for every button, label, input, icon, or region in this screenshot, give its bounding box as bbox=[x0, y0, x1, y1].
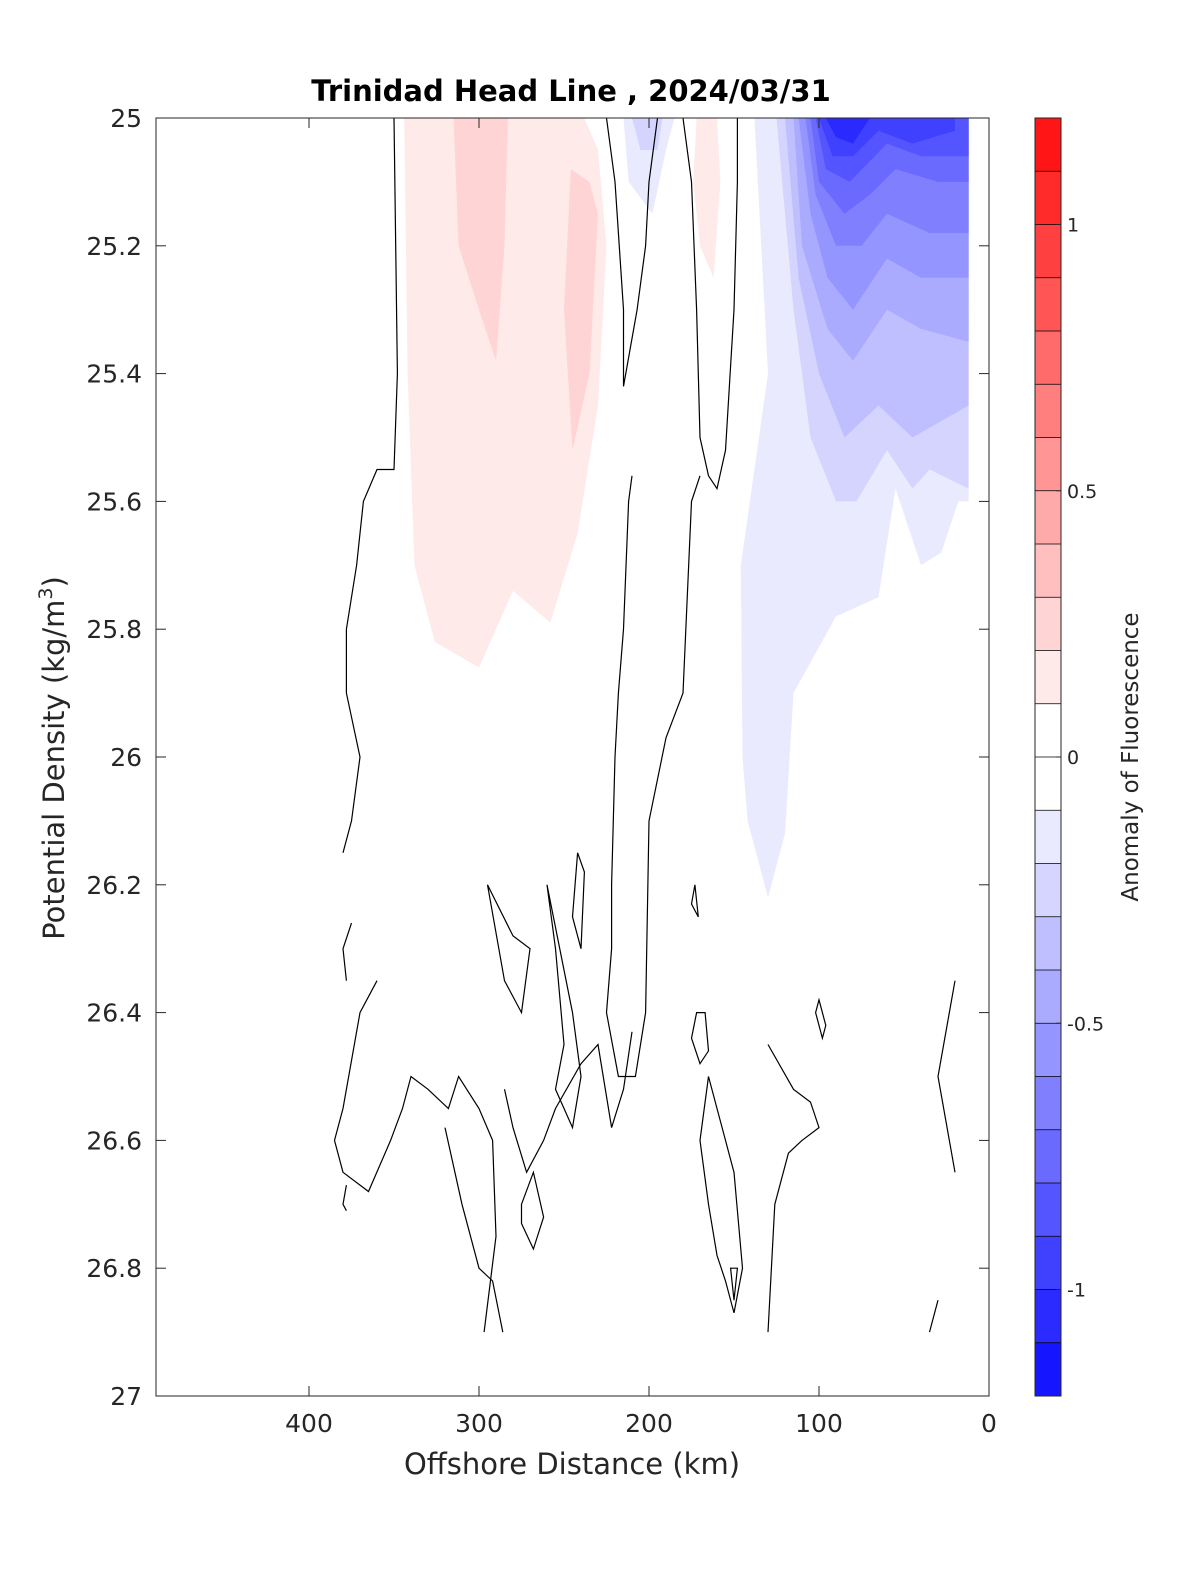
filled-region-5 bbox=[632, 118, 663, 150]
x-tick-label-4: 0 bbox=[981, 1409, 997, 1438]
zero-contour-3 bbox=[605, 118, 659, 387]
colorbar-band-15 bbox=[1035, 544, 1061, 598]
zero-contour-0 bbox=[342, 118, 399, 853]
colorbar-band-19 bbox=[1035, 331, 1061, 385]
colorbar-band-5 bbox=[1035, 1076, 1061, 1130]
closed-contour-6 bbox=[699, 1076, 744, 1314]
closed-contour-3 bbox=[690, 884, 699, 918]
colorbar-band-0 bbox=[1035, 1342, 1061, 1396]
colorbar-band-22 bbox=[1035, 171, 1061, 225]
zero-contour-4 bbox=[682, 118, 739, 491]
y-tick-label-9: 26.8 bbox=[86, 1254, 142, 1283]
y-tick-label-5: 26 bbox=[110, 743, 142, 772]
filled-region-1 bbox=[453, 118, 508, 361]
colorbar-band-1 bbox=[1035, 1289, 1061, 1343]
y-axis-ticks: 25 25.2 25.4 25.6 25.8 26 26.2 26.4 26.6 26.8 27 bbox=[86, 104, 989, 1411]
open-contour-5 bbox=[928, 1300, 939, 1333]
colorbar-band-11 bbox=[1035, 757, 1061, 811]
y-tick-label-1: 25.2 bbox=[86, 232, 142, 261]
colorbar-band-18 bbox=[1035, 384, 1061, 438]
colorbar-band-16 bbox=[1035, 490, 1061, 544]
colorbar-band-10 bbox=[1035, 810, 1061, 864]
colorbar-band-17 bbox=[1035, 437, 1061, 491]
colorbar-band-8 bbox=[1035, 916, 1061, 970]
colorbar-title: Anomaly of Fluorescence bbox=[1118, 612, 1144, 901]
x-tick-label-2: 200 bbox=[625, 1409, 673, 1438]
zero-contour-2 bbox=[342, 1184, 347, 1211]
y-tick-label-10: 27 bbox=[110, 1382, 142, 1411]
closed-contour-1 bbox=[546, 884, 582, 1130]
colorbar-tick-label-1: 0.5 bbox=[1067, 481, 1097, 503]
filled-region-2 bbox=[564, 169, 598, 451]
colorbar-band-13 bbox=[1035, 650, 1061, 704]
filled-region-3 bbox=[693, 118, 721, 278]
x-tick-label-0: 400 bbox=[285, 1409, 333, 1438]
y-tick-label-4: 25.8 bbox=[86, 615, 142, 644]
colorbar-tick-label-2: 0 bbox=[1067, 747, 1079, 769]
y-axis-title-close: ) bbox=[37, 576, 71, 587]
colorbar: 1 0.5 0 -0.5 -1 bbox=[1034, 117, 1104, 1397]
colorbar-band-21 bbox=[1035, 224, 1061, 278]
filled-contours bbox=[404, 118, 969, 898]
open-contour-2 bbox=[503, 1031, 633, 1174]
colorbar-tick-label-0: 1 bbox=[1067, 215, 1079, 237]
y-axis-title: Potential Density (kg/m3) bbox=[35, 576, 71, 940]
y-tick-label-7: 26.4 bbox=[86, 999, 142, 1028]
colorbar-band-3 bbox=[1035, 1183, 1061, 1237]
zero-contour-5 bbox=[605, 475, 701, 1078]
filled-region-4 bbox=[623, 118, 675, 214]
colorbar-band-12 bbox=[1035, 703, 1061, 757]
x-axis-title: Offshore Distance (km) bbox=[404, 1447, 740, 1481]
x-tick-label-1: 300 bbox=[455, 1409, 503, 1438]
closed-contour-0 bbox=[486, 884, 531, 1015]
colorbar-ticks: 1 0.5 0 -0.5 -1 bbox=[1056, 215, 1104, 1302]
colorbar-band-9 bbox=[1035, 863, 1061, 917]
open-contour-3 bbox=[767, 1044, 820, 1333]
x-axis-ticks: 400 300 200 100 0 bbox=[285, 118, 997, 1438]
y-tick-label-3: 25.6 bbox=[86, 487, 142, 516]
y-axis-title-sup: 3 bbox=[35, 587, 57, 599]
colorbar-band-20 bbox=[1035, 277, 1061, 331]
colorbar-band-7 bbox=[1035, 970, 1061, 1024]
closed-contour-5 bbox=[814, 997, 827, 1041]
zero-contour-lines bbox=[333, 118, 956, 1333]
closed-contour-2 bbox=[571, 852, 586, 949]
x-tick-label-3: 100 bbox=[795, 1409, 843, 1438]
plot-area: 400 300 200 100 0 25 25.2 25.4 25.6 25.8 26 26.2 26… bbox=[86, 104, 997, 1438]
colorbar-band-6 bbox=[1035, 1023, 1061, 1077]
colorbar-tick-label-3: -0.5 bbox=[1067, 1013, 1104, 1035]
open-contour-0 bbox=[333, 980, 497, 1333]
y-axis-title-main: Potential Density (kg/m bbox=[37, 600, 71, 940]
chart-title: Trinidad Head Line , 2024/03/31 bbox=[311, 74, 831, 108]
filled-region-15 bbox=[825, 118, 870, 144]
colorbar-band-14 bbox=[1035, 597, 1061, 651]
filled-region-0 bbox=[404, 118, 607, 668]
colorbar-band-23 bbox=[1035, 118, 1061, 172]
open-contour-4 bbox=[937, 980, 956, 1173]
zero-contour-1 bbox=[342, 922, 353, 981]
open-contour-1 bbox=[444, 1127, 504, 1333]
y-tick-label-0: 25 bbox=[110, 104, 142, 133]
colorbar-tick-label-4: -1 bbox=[1067, 1280, 1086, 1302]
y-tick-label-6: 26.2 bbox=[86, 871, 142, 900]
closed-contour-7 bbox=[729, 1267, 739, 1301]
colorbar-band-2 bbox=[1035, 1236, 1061, 1290]
y-tick-label-8: 26.6 bbox=[86, 1126, 142, 1155]
closed-contour-8 bbox=[520, 1170, 545, 1251]
colorbar-band-4 bbox=[1035, 1129, 1061, 1183]
y-tick-label-2: 25.4 bbox=[86, 360, 142, 389]
closed-contour-4 bbox=[690, 1011, 710, 1066]
